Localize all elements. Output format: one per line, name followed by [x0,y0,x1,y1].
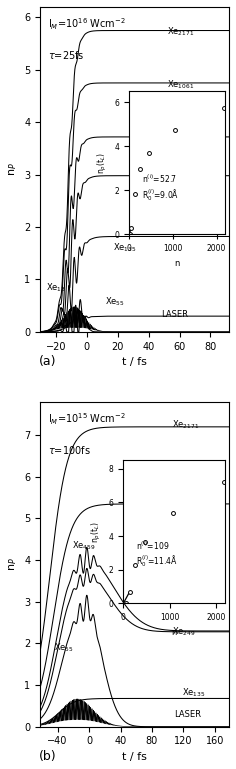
Y-axis label: n$_P$: n$_P$ [7,558,19,571]
Text: Xe$_{135}$: Xe$_{135}$ [182,687,206,699]
Text: Xe$_{135}$: Xe$_{135}$ [113,241,137,255]
Text: I$_M$=10$^{15}$ Wcm$^{-2}$: I$_M$=10$^{15}$ Wcm$^{-2}$ [48,411,126,428]
Text: Xe$_{13}$: Xe$_{13}$ [46,281,67,294]
Text: Xe$_{249}$: Xe$_{249}$ [172,625,195,638]
Text: Xe$_{459}$: Xe$_{459}$ [167,131,190,145]
Text: Xe$_{249}$: Xe$_{249}$ [167,169,191,182]
Y-axis label: n$_P$: n$_P$ [7,162,19,176]
Text: Xe$_{2171}$: Xe$_{2171}$ [172,418,199,431]
Text: Xe$_{1061}$: Xe$_{1061}$ [172,495,199,508]
Text: (a): (a) [38,355,56,368]
Text: Xe$_{55}$: Xe$_{55}$ [105,295,125,308]
Text: $\tau$=25fs: $\tau$=25fs [48,49,84,62]
Text: I$_M$=10$^{16}$ Wcm$^{-2}$: I$_M$=10$^{16}$ Wcm$^{-2}$ [48,17,126,32]
X-axis label: t / fs: t / fs [122,752,147,762]
Text: Xe$_{1061}$: Xe$_{1061}$ [167,78,194,91]
Text: Xe$_{2171}$: Xe$_{2171}$ [167,26,194,38]
Text: $\tau$=100fs: $\tau$=100fs [48,444,91,456]
Text: (b): (b) [38,750,56,763]
Text: Xe$_{55}$: Xe$_{55}$ [54,641,74,654]
Text: Xe$_{459}$: Xe$_{459}$ [72,539,95,552]
X-axis label: t / fs: t / fs [122,357,147,367]
Text: LASER: LASER [174,710,201,719]
Text: LASER: LASER [161,310,188,319]
